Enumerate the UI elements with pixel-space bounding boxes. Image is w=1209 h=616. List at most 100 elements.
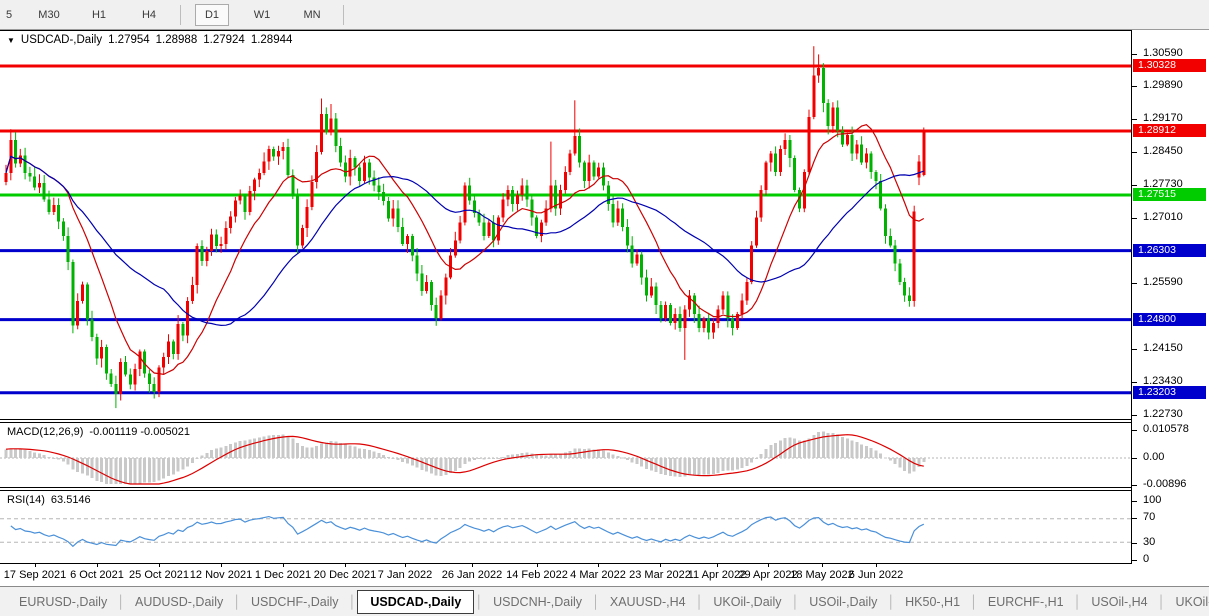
level-price-tag-1.28912: 1.28912: [1133, 124, 1206, 137]
candle-body: [391, 208, 395, 219]
candle-body: [640, 254, 644, 278]
macd-histogram-bar: [9, 448, 13, 458]
date-axis[interactable]: 17 Sep 2021 6 Oct 2021 25 Oct 2021 12 Nov 2…: [0, 564, 1131, 586]
macd-histogram-bar: [396, 458, 400, 460]
macd-histogram-bar: [243, 440, 247, 458]
macd-histogram-bar: [401, 458, 405, 463]
macd-histogram-bar: [214, 448, 218, 458]
tab-separator: │: [1157, 594, 1166, 609]
candle-body: [57, 204, 61, 222]
tab-eurusd-daily[interactable]: EURUSD-,Daily: [19, 594, 108, 609]
timeframe-toolbar: 5 M30 H1 H4 D1 W1 MN: [0, 0, 1209, 30]
date-tick-label: 14 Feb 2022: [506, 569, 568, 581]
macd-values: -0.001119 -0.005021: [89, 426, 190, 438]
tab-ukoil-daily[interactable]: UKOil-,Daily: [713, 594, 782, 609]
macd-histogram-bar: [47, 456, 51, 458]
macd-histogram-bar: [85, 458, 89, 476]
tab-xauusd-h4[interactable]: XAUUSD-,H4: [609, 594, 686, 609]
macd-histogram-bar: [420, 458, 424, 471]
rsi-panel[interactable]: [0, 490, 1131, 564]
timeframe-button-h1[interactable]: H1: [91, 8, 107, 21]
tab-usdcad-daily[interactable]: USDCAD-,Daily: [357, 589, 475, 614]
candle-body: [726, 295, 730, 319]
candle-body: [912, 211, 916, 302]
candle-body: [85, 284, 89, 320]
macd-histogram-bar: [836, 434, 840, 458]
price-axis[interactable]: 1.30590 1.29890 1.29170 1.28450 1.27730 1.270…: [1131, 30, 1209, 565]
macd-panel[interactable]: [0, 422, 1131, 488]
macd-histogram-bar: [52, 458, 56, 459]
candlestick-chart[interactable]: [0, 30, 1131, 420]
price-axis-tick-mark: [1132, 349, 1137, 351]
macd-histogram-bar: [721, 458, 725, 471]
price-tick-label: 1.30590: [1143, 47, 1183, 59]
tab-usoil-daily[interactable]: USOil-,Daily: [809, 594, 878, 609]
tab-separator: │: [592, 594, 600, 609]
candle-body: [300, 227, 304, 246]
candle-body: [864, 153, 868, 163]
macd-histogram-bar: [95, 458, 99, 481]
macd-histogram-bar: [874, 450, 878, 458]
tab-usoil-h4[interactable]: USOil-,H4: [1091, 594, 1148, 609]
timeframe-button-d1[interactable]: D1: [195, 3, 229, 26]
macd-histogram-bar: [406, 458, 409, 464]
macd-histogram-bar: [759, 453, 763, 458]
tab-audusd-daily[interactable]: AUDUSD-,Daily: [135, 594, 224, 609]
level-price-tag-1.27515: 1.27515: [1133, 188, 1206, 201]
quote-open: 1.27954: [108, 34, 150, 46]
macd-histogram-bar: [124, 458, 127, 484]
macd-histogram-bar: [18, 448, 22, 458]
candle-body: [33, 176, 37, 188]
macd-histogram-bar: [300, 445, 304, 458]
macd-histogram-bar: [100, 458, 104, 483]
candle-body: [874, 171, 878, 181]
macd-histogram-bar: [740, 458, 744, 469]
candle-body: [606, 185, 610, 204]
macd-histogram-bar: [425, 458, 429, 472]
tab-ukoil-h4[interactable]: UKOil-,H4: [1175, 594, 1209, 609]
candle-body: [353, 158, 357, 168]
candle-body: [61, 221, 65, 237]
macd-histogram-bar: [735, 458, 739, 470]
candle-body: [162, 357, 166, 368]
symbol-label: USDCAD-,Daily: [20, 34, 103, 46]
candle-body: [210, 234, 213, 251]
candle-body: [721, 295, 725, 310]
macd-histogram-bar: [616, 455, 620, 458]
macd-histogram-bar: [363, 448, 366, 458]
candle-body: [47, 199, 51, 212]
macd-histogram-bar: [635, 458, 639, 465]
date-tick-label: 1 Dec 2021: [254, 569, 312, 581]
macd-histogram-bar: [109, 458, 113, 484]
macd-histogram-bar: [606, 452, 610, 458]
tab-hk50-h1[interactable]: HK50-,H1: [905, 594, 961, 609]
candle-body: [764, 162, 768, 191]
candle-body: [453, 240, 457, 256]
symbol-dropdown-icon[interactable]: ▼: [7, 35, 15, 45]
candle-body: [291, 175, 295, 196]
candle-body: [100, 347, 104, 359]
macd-histogram-bar: [38, 453, 41, 458]
macd-histogram-bar: [272, 435, 276, 458]
candle-body: [224, 227, 228, 244]
candle-body: [563, 171, 567, 191]
tab-eurchf-h1[interactable]: EURCHF-,H1: [987, 594, 1064, 609]
timeframe-button-w1[interactable]: W1: [253, 8, 271, 21]
macd-histogram-bar: [367, 450, 371, 458]
candle-body: [697, 314, 701, 328]
tab-usdchf-daily[interactable]: USDCHF-,Daily: [251, 594, 339, 609]
timeframe-button-5[interactable]: 5: [5, 8, 13, 21]
tab-usdcnh-daily[interactable]: USDCNH-,Daily: [493, 594, 583, 609]
macd-histogram-bar: [511, 454, 515, 458]
timeframe-button-m30[interactable]: M30: [38, 8, 60, 21]
macd-histogram-bar: [449, 458, 452, 474]
date-tick-label: 17 Sep 2021: [3, 569, 67, 581]
timeframe-button-h4[interactable]: H4: [141, 8, 157, 21]
macd-histogram-bar: [315, 446, 319, 458]
macd-histogram-bar: [683, 458, 687, 477]
macd-histogram-bar: [42, 455, 46, 458]
macd-histogram-bar: [783, 438, 787, 458]
quote-close: 1.28944: [250, 34, 293, 46]
timeframe-button-mn[interactable]: MN: [303, 8, 321, 21]
